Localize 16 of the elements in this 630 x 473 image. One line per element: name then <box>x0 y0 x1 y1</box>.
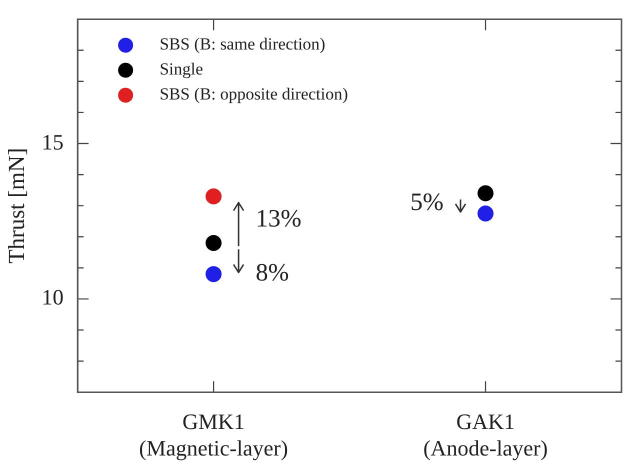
legend-label: SBS (B: opposite direction) <box>160 84 348 104</box>
legend-label: Single <box>160 60 204 79</box>
y-tick-label: 10 <box>42 284 64 310</box>
annotation: 8% <box>256 260 289 287</box>
point <box>206 266 222 282</box>
x-tick-label: GAK1 (Anode-layer) <box>423 409 548 461</box>
point <box>206 188 222 204</box>
annotation: 5% <box>410 188 444 216</box>
point <box>206 235 222 251</box>
annotation: 13% <box>256 205 302 232</box>
point <box>478 205 494 222</box>
y-tick-label: 15 <box>42 129 64 154</box>
x-tick-label: GMK1 (Magnetic-layer) <box>139 409 288 461</box>
legend-label: SBS (B: same direction) <box>160 34 326 54</box>
y-axis-title: Thrust [mN] <box>4 148 29 264</box>
point <box>478 185 494 202</box>
